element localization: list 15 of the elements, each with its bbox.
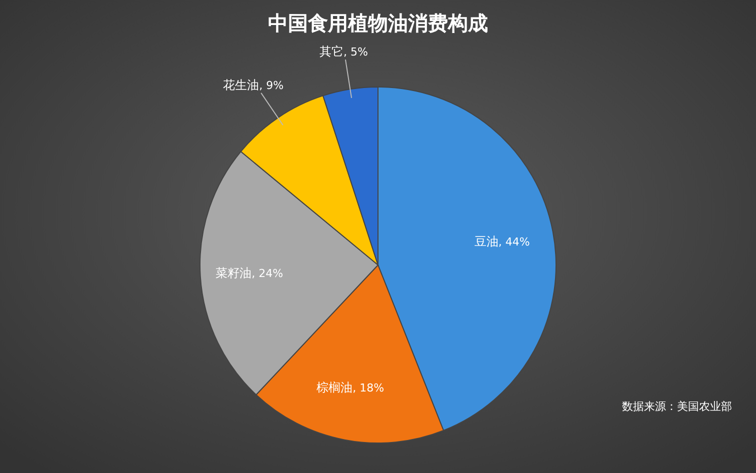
data-label: , 24%: [252, 266, 284, 280]
data-label: , 44%: [498, 236, 530, 249]
slice-label: 豆油: [474, 234, 498, 249]
slice-label: 花生油: [223, 78, 260, 92]
pie-slice: [322, 86, 378, 266]
slice-label: 其它: [319, 44, 344, 59]
data-label: , 9%: [259, 78, 284, 92]
chart-title: 中国食用植物油消费构成: [268, 11, 488, 35]
data-label: , 5%: [343, 46, 368, 59]
pie-slice: [240, 95, 378, 266]
slice-label: 菜籽油: [216, 266, 252, 280]
slice-label: 棕榈油: [316, 380, 353, 394]
data-label: , 18%: [352, 381, 384, 394]
source-note: 数据来源：美国农业部: [622, 400, 732, 413]
pie-slice: [256, 264, 444, 444]
